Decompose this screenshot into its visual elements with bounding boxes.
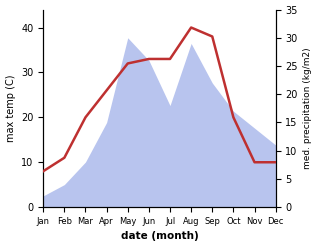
- X-axis label: date (month): date (month): [121, 231, 198, 242]
- Y-axis label: med. precipitation (kg/m2): med. precipitation (kg/m2): [303, 48, 313, 169]
- Y-axis label: max temp (C): max temp (C): [5, 75, 16, 142]
